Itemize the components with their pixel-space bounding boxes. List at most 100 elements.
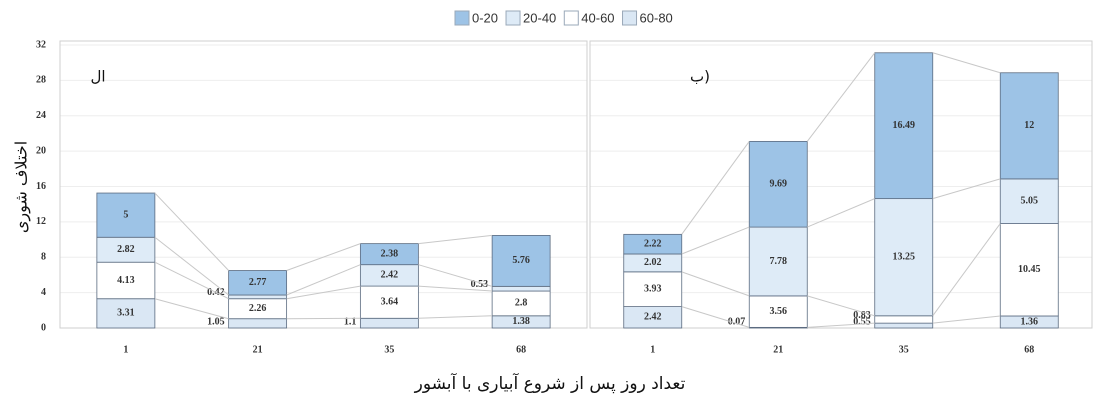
connector <box>286 285 361 300</box>
connector <box>807 198 875 228</box>
value-label: 9.69 <box>770 179 788 190</box>
value-label: 5 <box>123 209 128 220</box>
bar-segment <box>228 318 288 329</box>
connector <box>418 264 493 287</box>
connector <box>681 141 750 235</box>
bar-segment <box>228 270 288 296</box>
value-label: 0.07 <box>728 316 746 327</box>
panel-frame <box>59 40 588 329</box>
connector <box>681 306 750 328</box>
panel-label: ب) <box>690 68 710 86</box>
bar-segment <box>359 243 419 266</box>
value-label: 5.76 <box>512 255 530 266</box>
connector <box>932 178 1001 200</box>
bar-segment <box>623 233 683 255</box>
connector <box>932 315 1001 324</box>
bar-segment <box>96 192 156 238</box>
bar-segment <box>874 322 934 329</box>
value-label: 3.64 <box>381 296 399 307</box>
panel-frame <box>589 40 1093 329</box>
value-label: 16.49 <box>893 120 916 131</box>
value-label: 12 <box>1024 120 1034 131</box>
panel-label: ال <box>90 68 105 86</box>
value-label: 3.31 <box>117 308 135 319</box>
legend-swatch <box>622 10 638 26</box>
value-label: 2.02 <box>644 257 662 268</box>
y-tick-label: 32 <box>36 39 46 50</box>
value-label: 3.56 <box>770 306 788 317</box>
y-tick-label: 20 <box>36 145 46 156</box>
y-tick-label: 4 <box>41 287 46 298</box>
connector <box>154 298 229 320</box>
value-label: 2.8 <box>515 298 528 309</box>
bar-segment <box>999 178 1059 224</box>
y-tick-label: 28 <box>36 75 46 86</box>
value-label: 2.82 <box>117 244 135 255</box>
connector <box>807 295 875 317</box>
bar-segment <box>359 317 419 329</box>
legend-label: 40-60 <box>581 10 614 25</box>
connector <box>932 223 1001 317</box>
value-label: 2.26 <box>249 303 267 314</box>
bar-segment <box>874 52 934 200</box>
x-axis-label: تعداد روز پس از شروع آبیاری با آبشور <box>414 372 686 394</box>
y-tick-label: 12 <box>36 216 46 227</box>
bar-segment <box>491 285 551 292</box>
bar-segment <box>491 235 551 287</box>
bar-segment <box>999 223 1059 317</box>
x-tick-label: 35 <box>899 344 909 355</box>
bar-segment <box>874 315 934 324</box>
bar-segment <box>623 271 683 307</box>
connector <box>932 52 1001 74</box>
x-tick-label: 1 <box>123 344 128 355</box>
value-label: 7.78 <box>770 256 788 267</box>
connector <box>154 192 229 271</box>
x-tick-label: 21 <box>773 344 783 355</box>
value-label: 0.53 <box>471 279 489 290</box>
value-label: 2.42 <box>644 312 662 323</box>
value-label: 0.55 <box>853 316 871 327</box>
connector <box>286 264 361 296</box>
legend-label: 20-40 <box>523 10 556 25</box>
connector <box>681 226 750 255</box>
legend-label: 60-80 <box>640 10 673 25</box>
value-label: 2.42 <box>381 270 399 281</box>
bar-segment <box>874 198 934 317</box>
value-label: 13.25 <box>893 252 916 263</box>
legend-swatch <box>505 10 521 26</box>
bar-segment <box>748 295 808 328</box>
value-label: 4.13 <box>117 275 135 286</box>
x-tick-label: 35 <box>384 344 394 355</box>
x-tick-label: 21 <box>253 344 263 355</box>
legend-swatch <box>563 10 579 26</box>
bar-segment <box>748 140 808 228</box>
value-label: 1.38 <box>512 316 530 327</box>
connector <box>154 261 229 300</box>
bar-segment <box>359 285 419 319</box>
y-tick-label: 0 <box>41 322 46 333</box>
y-tick-label: 16 <box>36 181 46 192</box>
bar-segment <box>96 298 156 329</box>
value-label: 5.05 <box>1021 196 1039 207</box>
connector <box>418 315 493 319</box>
bar-segment <box>96 261 156 300</box>
connector <box>418 234 493 245</box>
bar-segment <box>491 290 551 317</box>
x-tick-label: 68 <box>1024 344 1034 355</box>
legend: 0-20 20-40 40-60 60-80 <box>454 10 673 26</box>
value-label: 1.05 <box>207 316 225 327</box>
y-axis-label: اختلاف شوری <box>12 141 32 233</box>
x-tick-label: 1 <box>650 344 655 355</box>
value-label: 0.83 <box>853 310 871 321</box>
legend-swatch <box>454 10 470 26</box>
value-label: 2.38 <box>381 248 399 259</box>
value-label: 2.22 <box>644 238 662 249</box>
connector <box>806 52 876 142</box>
connector <box>807 322 875 328</box>
bar-segment <box>228 294 288 300</box>
connector <box>286 243 361 271</box>
value-label: 2.77 <box>249 277 267 288</box>
connector <box>418 285 493 292</box>
x-tick-label: 68 <box>516 344 526 355</box>
